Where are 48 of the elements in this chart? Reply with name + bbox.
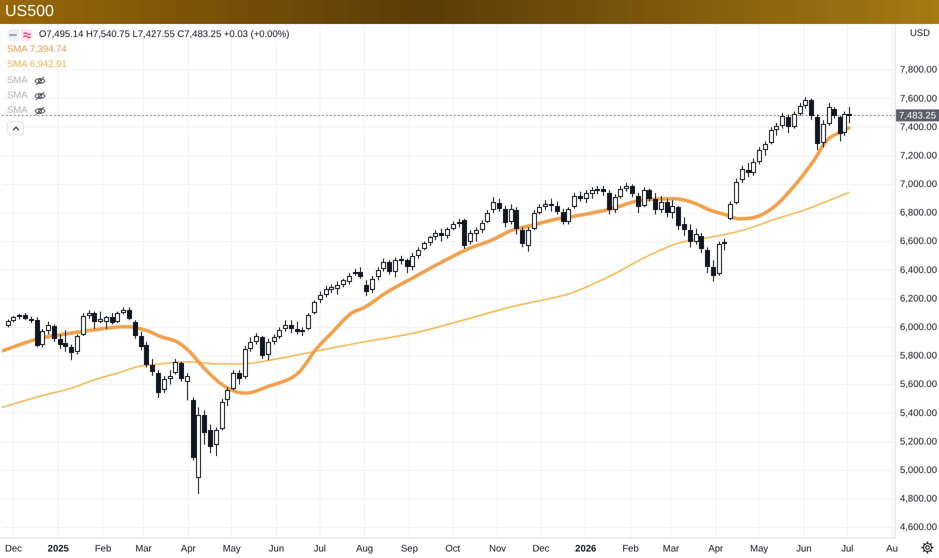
line-series: [2, 192, 850, 408]
y-tick-label: 6,000.00: [900, 322, 937, 334]
annotation: O7,495.14 H7,540.75 L7,427.55 C7,483.25 +0.03 (+0.00%): [39, 28, 290, 41]
annotation: SMA: [7, 105, 28, 118]
y-tick-label: 5,400.00: [900, 408, 937, 419]
x-tick-label: 2025: [48, 543, 70, 554]
y-tick-label: 5,600.00: [900, 379, 937, 390]
x-tick-label: Feb: [622, 543, 639, 554]
text: SMA 6,942.91: [7, 59, 67, 72]
x-tick-label: Jul: [314, 543, 326, 554]
x-tick-label: Mar: [662, 543, 680, 554]
y-tick-label: 7,600.00: [900, 93, 937, 104]
annotation: SMA: [7, 74, 28, 87]
y-tick-label: 4,600.00: [900, 522, 937, 534]
y-tick-label: 4,800.00: [900, 494, 937, 505]
y-tick-label: 6,200.00: [900, 293, 937, 304]
text: USD: [910, 28, 930, 39]
x-tick-label: Jun: [796, 543, 812, 554]
y-tick-label: 7,400.00: [900, 122, 937, 133]
x-tick-label: Mar: [135, 543, 152, 554]
text: SMA 7,394.74: [7, 44, 67, 56]
x-tick-label: Jun: [268, 543, 284, 554]
y-tick-label: 7,200.00: [900, 150, 937, 162]
y-tick-label: 6,400.00: [900, 264, 937, 276]
x-tick-label: Apr: [180, 543, 196, 554]
x-tick-label: Dec: [532, 543, 550, 554]
x-tick-label: Oct: [445, 543, 461, 554]
ref-line-label: 7,483.25: [899, 110, 936, 122]
y-tick-label: 7,800.00: [900, 64, 937, 76]
y-tick-label: 5,000.00: [900, 464, 937, 476]
x-tick-label: Aug: [356, 543, 374, 554]
x-tick-label: Jul: [841, 543, 854, 554]
x-tick-label: Au: [886, 543, 898, 554]
chart-title: US500: [5, 3, 54, 21]
annotation: SMA: [7, 90, 28, 102]
y-tick-label: 5,200.00: [900, 436, 937, 448]
x-tick-label: Feb: [94, 543, 112, 554]
y-tick-label: 6,800.00: [900, 208, 937, 219]
x-tick-label: May: [750, 543, 768, 554]
x-tick-label: Sep: [400, 543, 418, 554]
y-tick-label: 5,800.00: [900, 350, 937, 362]
y-tick-label: 6,600.00: [900, 236, 937, 248]
x-tick-label: Nov: [489, 543, 506, 554]
x-tick-label: 2026: [575, 543, 596, 554]
x-tick-label: Apr: [708, 543, 724, 554]
x-tick-label: Dec: [4, 543, 22, 554]
y-tick-label: 7,000.00: [900, 179, 937, 190]
x-tick-label: May: [222, 543, 241, 554]
